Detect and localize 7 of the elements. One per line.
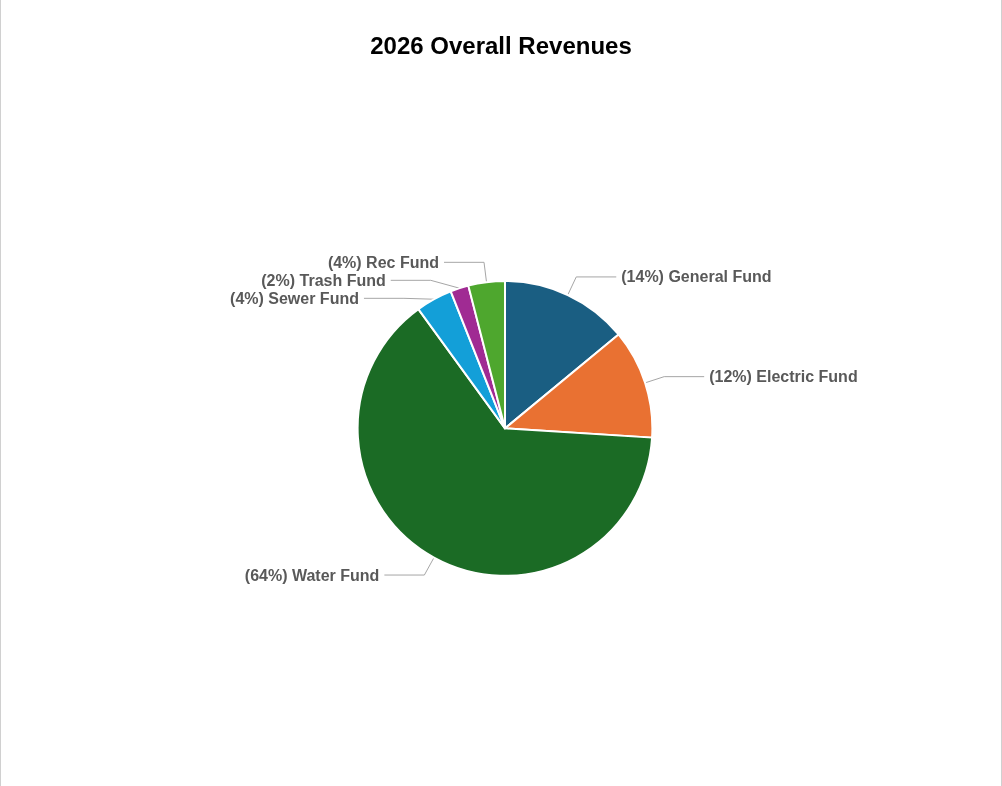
slice-label: (2%) Trash Fund [261,271,386,289]
slice-label: (4%) Rec Fund [327,253,440,271]
slice-label: (64%) Water Fund [244,566,380,584]
slice-label: (4%) Sewer Fund [230,289,359,307]
chart-title: 2026 Overall Revenues [370,31,632,59]
slice-label: (12%) Electric Fund [709,368,858,386]
slice-label: (14%) General Fund [621,268,772,286]
